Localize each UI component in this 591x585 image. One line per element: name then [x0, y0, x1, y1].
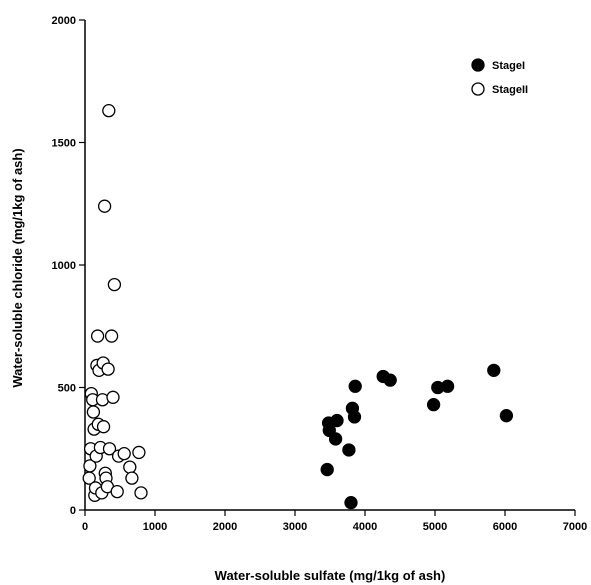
stage-2-data-point — [134, 486, 148, 500]
stage-1-data-point — [328, 432, 343, 446]
stage-2-data-point — [107, 277, 122, 292]
stage-2-data-point — [86, 405, 101, 419]
stage-2-data-point — [132, 445, 146, 460]
stage-1-data-point — [487, 363, 501, 378]
stage-1-data-point — [499, 409, 514, 423]
stage-2-data-point — [102, 104, 116, 118]
y-tick-label: 0 — [70, 505, 76, 517]
stage-1-data-point — [344, 495, 358, 510]
stage-1-data-point — [320, 462, 334, 477]
x-tick-label: 4000 — [353, 521, 377, 533]
stage-2-data-point — [123, 460, 137, 474]
x-axis-title: Water-soluble sulfate (mg/1kg of ash) — [215, 568, 446, 583]
x-axis-ticks: 0 1000 2000 3000 4000 5000 6000 7000 — [82, 510, 587, 533]
stage-1-data-point — [330, 413, 344, 428]
y-tick-label: 1500 — [52, 138, 76, 150]
x-tick-label: 0 — [82, 521, 88, 533]
stage-1-data-point — [426, 397, 441, 412]
stage-1-data-point — [383, 373, 397, 387]
y-axis-ticks: 0 500 1000 1500 2000 — [52, 15, 85, 517]
legend-label-1: StageI — [492, 60, 525, 72]
stage-2-data-point — [90, 329, 105, 343]
stage-1-data-point — [348, 379, 362, 393]
x-tick-label: 1000 — [143, 521, 167, 533]
y-axis-title: Water-soluble chloride (mg/1kg of ash) — [10, 148, 25, 387]
y-tick-label: 500 — [58, 383, 76, 395]
stage-1-data-point — [342, 443, 356, 457]
x-tick-label: 6000 — [493, 521, 517, 533]
legend-label-2: StageII — [492, 84, 528, 96]
y-tick-label: 1000 — [52, 260, 76, 272]
x-tick-label: 2000 — [213, 521, 237, 533]
stage-2-data-point — [104, 329, 119, 343]
x-tick-label: 5000 — [423, 521, 447, 533]
legend: StageI StageII — [471, 58, 528, 96]
data-points — [82, 104, 514, 510]
stage-2-data-point — [125, 471, 139, 485]
stage-2-data-point — [110, 484, 124, 499]
legend-marker-1 — [471, 58, 485, 72]
stage-2-data-point — [117, 446, 131, 461]
stage-1-data-point — [347, 410, 362, 424]
y-tick-label: 2000 — [52, 15, 76, 27]
stage-2-data-point — [106, 390, 120, 404]
x-tick-label: 7000 — [563, 521, 587, 533]
stage-2-data-point — [102, 442, 117, 456]
stage-2-data-point — [83, 459, 97, 473]
stage-2-data-point — [101, 362, 115, 376]
x-tick-label: 3000 — [283, 521, 307, 533]
legend-marker-2 — [471, 82, 485, 96]
stage-1-data-point — [440, 379, 455, 393]
stage-2-data-point — [96, 420, 111, 434]
stage-2-data-point — [97, 199, 112, 213]
